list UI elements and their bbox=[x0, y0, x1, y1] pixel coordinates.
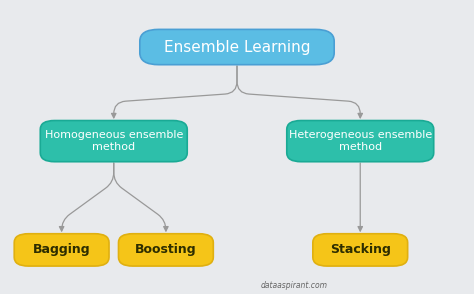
Text: Ensemble Learning: Ensemble Learning bbox=[164, 39, 310, 55]
FancyBboxPatch shape bbox=[118, 234, 213, 266]
FancyBboxPatch shape bbox=[140, 29, 334, 65]
FancyBboxPatch shape bbox=[313, 234, 408, 266]
Text: Heterogeneous ensemble
method: Heterogeneous ensemble method bbox=[289, 130, 432, 152]
FancyBboxPatch shape bbox=[14, 234, 109, 266]
Text: Stacking: Stacking bbox=[330, 243, 391, 256]
FancyBboxPatch shape bbox=[287, 121, 434, 162]
Text: Bagging: Bagging bbox=[33, 243, 91, 256]
Text: Homogeneous ensemble
method: Homogeneous ensemble method bbox=[45, 130, 183, 152]
Text: Boosting: Boosting bbox=[135, 243, 197, 256]
Text: dataaspirant.com: dataaspirant.com bbox=[260, 281, 328, 290]
FancyBboxPatch shape bbox=[40, 121, 187, 162]
